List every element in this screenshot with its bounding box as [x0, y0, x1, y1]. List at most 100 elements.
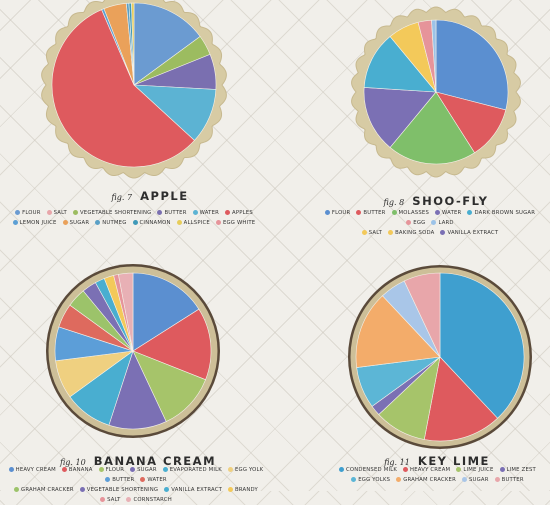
legend-label: Nutmeg — [102, 220, 127, 226]
legend-item-water: Water — [435, 208, 461, 218]
legend-label: Butter — [363, 210, 386, 216]
legend-item-vegetable-shortening: Vegetable shortening — [79, 485, 158, 495]
legend-item-egg-white: Egg white — [215, 218, 255, 228]
legend-label: Egg — [413, 220, 426, 226]
legend-label: Sugar — [137, 467, 157, 473]
legend-item-lime-juice: Lime juice — [456, 465, 493, 475]
legend-label: Flour — [22, 210, 41, 216]
legend-item-vanilla-extract: Vanilla extract — [440, 228, 498, 238]
legend-label: Heavy cream — [410, 467, 451, 473]
legend-item-lard: Lard — [431, 218, 453, 228]
legend-swatch — [62, 219, 68, 225]
legend-item-egg-yolks: Egg yolks — [351, 475, 390, 485]
legend-swatch — [227, 466, 233, 472]
slice-flour — [435, 19, 509, 111]
legend-swatch — [225, 209, 231, 215]
legend-item-heavy-cream: Heavy cream — [403, 465, 450, 475]
legend-swatch — [339, 466, 344, 472]
legend-label: Condensed milk — [346, 467, 398, 473]
shoo-fly-pie-chart — [351, 6, 521, 178]
legend-label: Molasses — [398, 210, 430, 216]
legend-item-dark-brown-sugar: Dark brown sugar — [467, 208, 535, 218]
slice-apples — [51, 9, 195, 168]
legend-label: Heavy cream — [15, 467, 56, 473]
slice-heavy-cream — [423, 356, 498, 442]
legend-label: Egg yolks — [358, 477, 391, 483]
legend-label: Butter — [164, 210, 187, 216]
legend-row: Flour Butter Molasses Water Dark brown sugar… — [310, 208, 550, 228]
legend-swatch — [15, 209, 21, 215]
legend-item-cornstarch: Cornstarch — [126, 495, 172, 505]
legend-label: Sugar — [69, 220, 90, 226]
legend-label: Sugar — [468, 477, 489, 483]
legend-swatch — [72, 209, 78, 215]
legend-item-brandy: Brandy — [228, 485, 258, 495]
legend-label: Cinnamon — [139, 220, 171, 226]
legend-label: Lard — [438, 220, 454, 226]
legend-swatch — [440, 229, 446, 235]
legend-label: Brandy — [235, 487, 258, 493]
legend-swatch — [98, 466, 104, 472]
legend-item-evaporated-milk: Evaporated milk — [162, 465, 222, 475]
legend-label: Graham cracker — [21, 487, 74, 493]
legend-label: Egg yolk — [234, 467, 264, 473]
legend-item-water: Water — [140, 475, 167, 485]
legend-swatch — [351, 476, 357, 482]
legend-row: Lemon juice Sugar Nutmeg Cinnamon Allspice Eg… — [0, 218, 268, 228]
legend-swatch — [361, 229, 367, 235]
slice-water — [363, 87, 437, 148]
legend-item-sugar: Sugar — [62, 218, 90, 228]
legend-item-graham-cracker: Graham cracker — [396, 475, 456, 485]
legend-label: Water — [199, 210, 220, 216]
legend-swatch — [61, 466, 67, 472]
legend-swatch — [12, 219, 18, 225]
slice-dark-brown-sugar — [363, 36, 437, 93]
shoo-fly-caption: fig. 8 SHOO-FLY — [311, 190, 550, 209]
banana-cream-caption: fig. 10 BANANA CREAM — [13, 450, 263, 469]
slice-cornstarch — [118, 272, 134, 352]
legend-swatch — [8, 466, 14, 472]
apple-caption: fig. 7 APPLE — [25, 185, 275, 204]
slice-lard — [431, 19, 437, 93]
banana-cream-legend: Heavy cream Banana Flour Sugar Evaporated mi… — [0, 465, 272, 505]
apple-legend: Flour Salt Vegetable shortening Butter Water… — [0, 208, 268, 228]
shoo-fly-fig-label: fig. 8 — [383, 198, 405, 207]
legend-swatch — [228, 486, 234, 492]
legend-row: Condensed milk Heavy cream Lime juice Lime … — [325, 465, 550, 475]
legend-label: Salt — [53, 210, 67, 216]
legend-swatch — [79, 486, 85, 492]
key-lime-legend: Condensed milk Heavy cream Lime juice Lime … — [325, 465, 550, 485]
legend-swatch — [132, 219, 138, 225]
legend-row: Egg yolks Graham cracker Sugar Butter — [325, 475, 550, 485]
legend-item-flour: Flour — [15, 208, 41, 218]
legend-label: Banana — [68, 467, 93, 473]
legend-swatch — [176, 219, 182, 225]
banana-cream-title: BANANA CREAM — [93, 454, 217, 468]
legend-item-cinnamon: Cinnamon — [132, 218, 171, 228]
legend-swatch — [164, 486, 170, 492]
legend-swatch — [499, 466, 505, 472]
key-lime-pie-chart — [348, 265, 532, 449]
legend-label: Salt — [107, 497, 121, 503]
apple-pie-chart — [41, 0, 227, 179]
legend-item-egg: Egg — [406, 218, 425, 228]
apple-fig-label: fig. 7 — [111, 193, 133, 202]
legend-swatch — [100, 496, 106, 502]
legend-item-flour: Flour — [98, 465, 125, 475]
banana-cream-fig-label: fig. 10 — [59, 458, 86, 467]
legend-item-molasses: Molasses — [391, 208, 430, 218]
legend-label: Baking soda — [395, 230, 435, 236]
apple-title: APPLE — [140, 189, 189, 203]
legend-item-flour: Flour — [324, 208, 351, 218]
legend-row: Heavy cream Banana Flour Sugar Evaporated mi… — [0, 465, 272, 485]
legend-item-egg-yolk: Egg yolk — [227, 465, 264, 475]
legend-item-heavy-cream: Heavy cream — [8, 465, 56, 475]
slice-graham-cracker — [355, 295, 441, 368]
legend-item-butter: Butter — [356, 208, 385, 218]
key-lime-title: KEY LIME — [417, 454, 490, 468]
legend-label: Lemon juice — [19, 220, 57, 226]
legend-swatch — [435, 209, 441, 215]
legend-swatch — [192, 209, 198, 215]
legend-label: Evaporated milk — [169, 467, 222, 473]
legend-label: Butter — [112, 477, 135, 483]
